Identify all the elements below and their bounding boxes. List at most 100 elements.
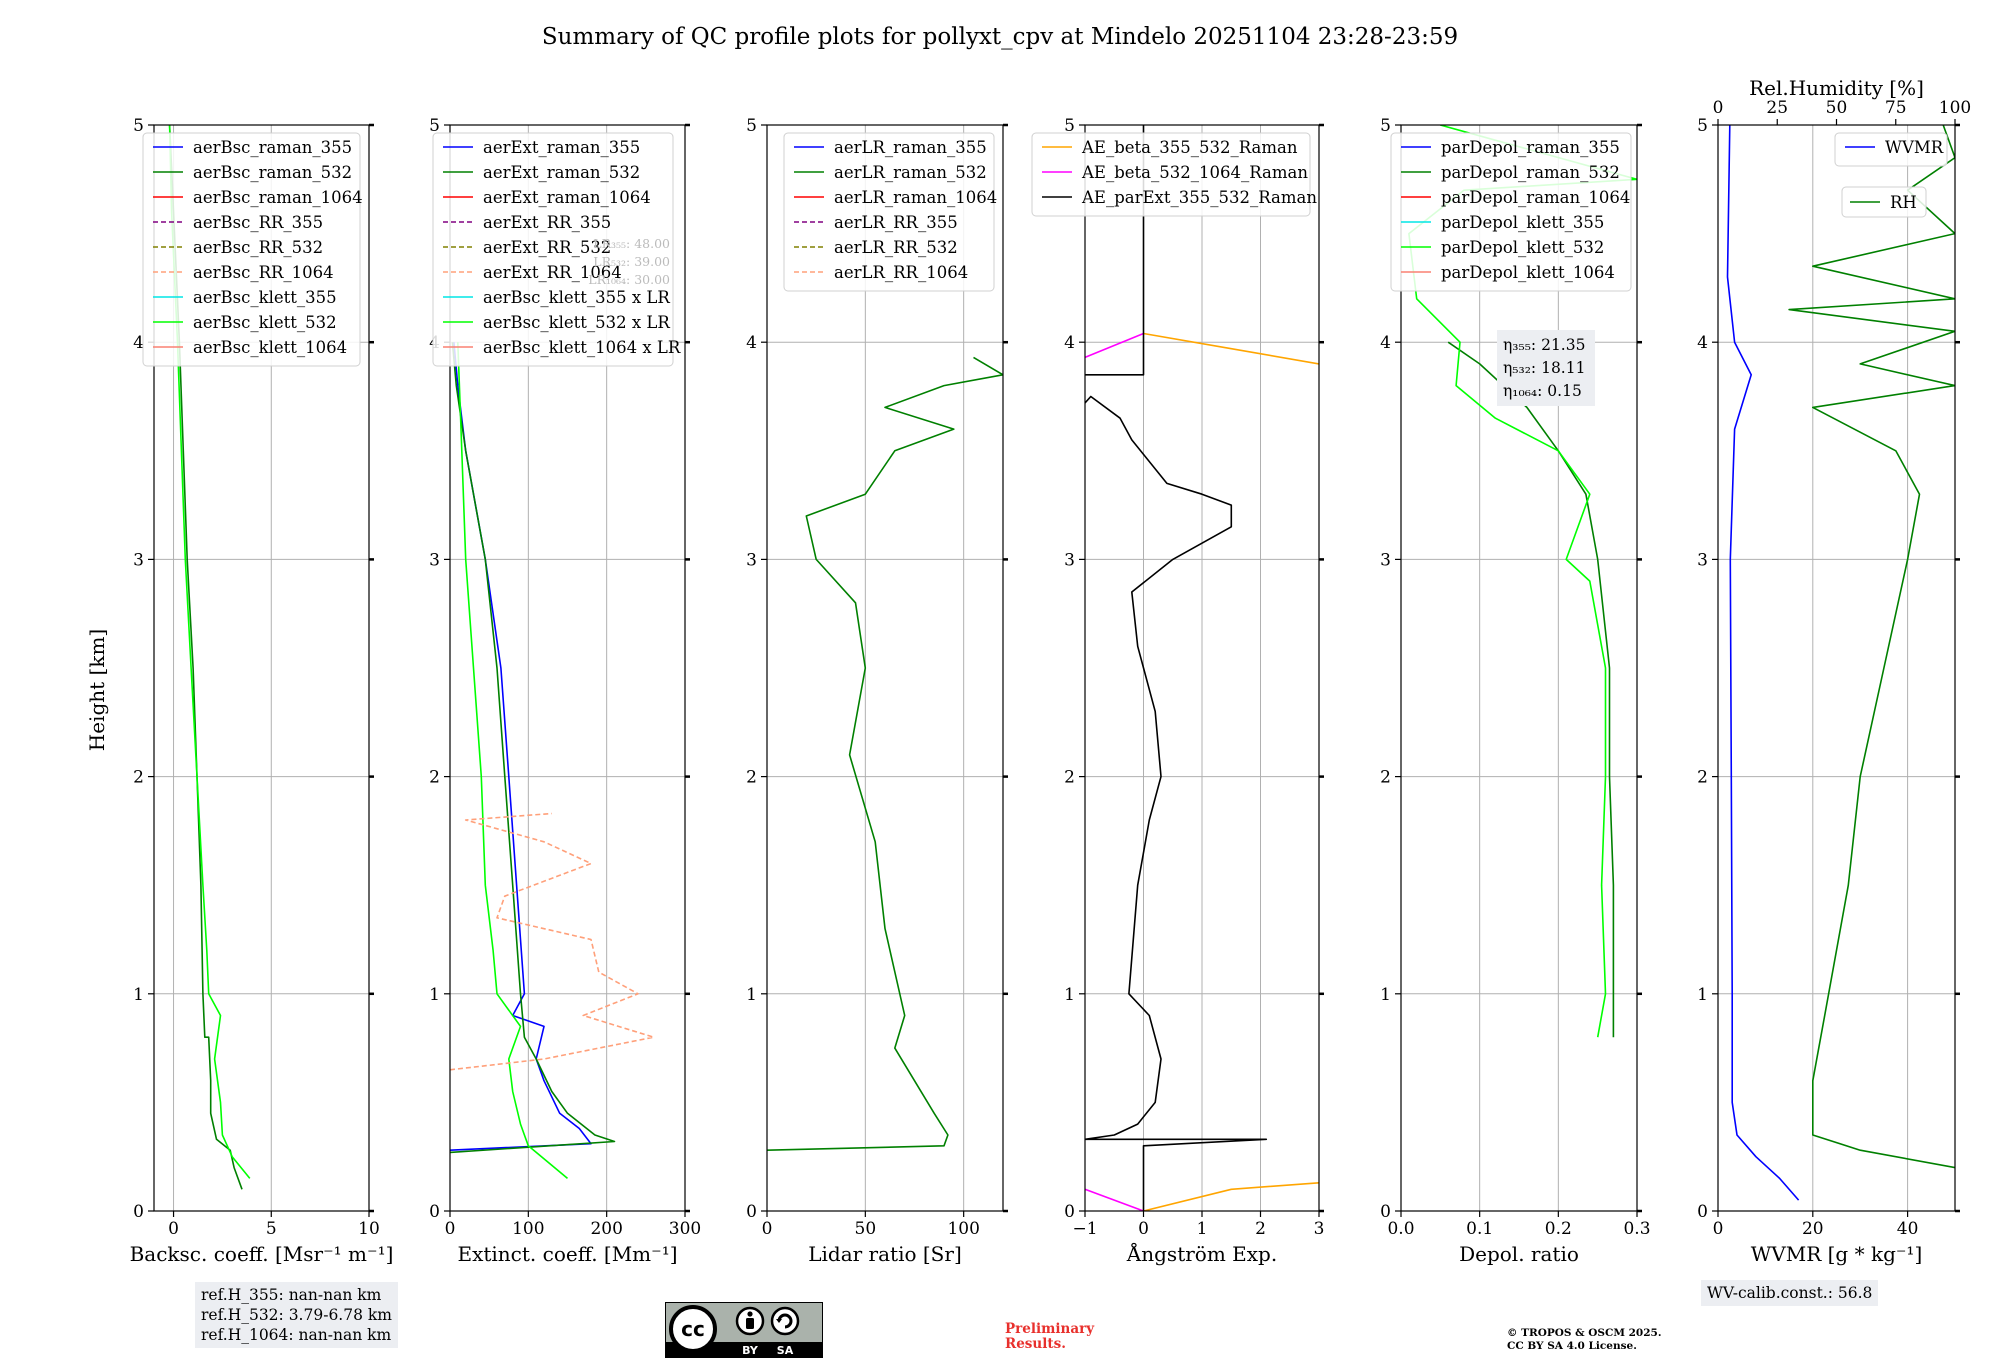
preliminary-note: Preliminary Results.	[1005, 1322, 1094, 1352]
legend-entry: aerBsc_klett_1064	[193, 338, 347, 357]
xtick-label: 50	[855, 1219, 877, 1239]
ytick-label: 4	[133, 333, 144, 353]
legend-box	[142, 132, 361, 367]
legend-entry: aerBsc_klett_355	[193, 288, 337, 307]
legend-entry: AE_beta_355_532_Raman	[1081, 138, 1298, 157]
ytick-label: 1	[133, 985, 144, 1005]
x-axis-label: Lidar ratio [Sr]	[808, 1242, 962, 1266]
legend-box	[1834, 132, 1948, 167]
legend-entry: aerBsc_raman_1064	[193, 188, 363, 207]
legend-entry: parDepol_klett_532	[1441, 238, 1604, 257]
series-line-aerbsc-klett-532	[168, 125, 251, 1179]
series-line-ae-beta-532-1064-raman	[1085, 332, 1144, 359]
ytick-label: 3	[429, 550, 440, 570]
preliminary-line-2: Results.	[1005, 1336, 1066, 1352]
series-group	[1726, 125, 1955, 1201]
legend-entry: aerLR_raman_1064	[834, 188, 997, 207]
legend-entry: parDepol_klett_1064	[1441, 263, 1615, 282]
top-xtick-label: 100	[1939, 98, 1971, 118]
legend-entry: parDepol_raman_532	[1441, 163, 1620, 182]
lidar-ratio-annotation: LR₃₅₅: 48.00	[593, 236, 670, 251]
legend-box	[1390, 132, 1632, 292]
series-group	[450, 342, 655, 1180]
legend-entry: aerBsc_klett_532	[193, 313, 337, 332]
legend-box	[783, 132, 995, 292]
axes-frame	[1400, 124, 1638, 1212]
height-axis-label: Height [km]	[85, 629, 109, 751]
wv-calibration-box: WV-calib.const.: 56.8	[1701, 1280, 1879, 1306]
xtick-label: 3	[1314, 1219, 1325, 1239]
lidar-ratio-annotation: LR₁₀₆₄: 30.00	[588, 272, 670, 287]
legend-entry: parDepol_raman_355	[1441, 138, 1620, 157]
series-line-aerlr-raman-532	[767, 356, 1003, 1151]
ytick-label: 2	[746, 768, 757, 788]
top-xtick-label: 0	[1713, 98, 1724, 118]
legend: AE_beta_355_532_Raman AE_beta_532_1064_Ra…	[1031, 132, 1317, 217]
legend-entry: aerBsc_raman_532	[193, 163, 352, 182]
xtick-label: 0	[1138, 1219, 1149, 1239]
legend-entry: aerBsc_klett_1064 x LR	[483, 338, 681, 357]
legend-entry: aerLR_raman_355	[834, 138, 987, 157]
legend-entry: parDepol_klett_355	[1441, 213, 1604, 232]
series-group	[767, 356, 1003, 1151]
legend-entry: aerBsc_klett_532 x LR	[483, 313, 670, 332]
xtick-label: 10	[358, 1219, 380, 1239]
series-line-ae-beta-355-532-raman	[1143, 332, 1319, 365]
ytick-label: 0	[746, 1202, 757, 1222]
x-axis-label: Ångström Exp.	[1126, 1241, 1277, 1266]
xtick-label: 100	[947, 1219, 979, 1239]
ytick-label: 3	[133, 550, 144, 570]
top-xtick-label: 75	[1885, 98, 1907, 118]
ytick-label: 0	[133, 1202, 144, 1222]
legend-entry: aerExt_RR_1064	[483, 263, 622, 282]
ytick-label: 5	[1697, 116, 1708, 136]
legend-entry: aerExt_raman_1064	[483, 188, 651, 207]
top-xtick-label: 50	[1826, 98, 1848, 118]
sa-sharealike-icon	[770, 1306, 800, 1336]
series-line-aerext-raman-355	[450, 342, 592, 1151]
series-line-rh	[1788, 125, 1955, 1169]
copyright-line-2: CC BY SA 4.0 License.	[1507, 1340, 1637, 1352]
ytick-label: 2	[1064, 768, 1075, 788]
ytick-label: 0	[429, 1202, 440, 1222]
ytick-label: 3	[746, 550, 757, 570]
legend-entry: aerBsc_raman_355	[193, 138, 352, 157]
panel-ext: 0123450100200300Extinct. coeff. [Mm⁻¹]ae…	[429, 116, 701, 1266]
legend-entry: aerBsc_RR_355	[193, 213, 323, 232]
ytick-label: 0	[1697, 1202, 1708, 1222]
legend: WVMR RH	[1834, 132, 1948, 218]
ytick-label: 1	[1697, 985, 1708, 1005]
legend-entry: aerBsc_RR_1064	[193, 263, 334, 282]
legend-box	[432, 132, 674, 367]
series-group	[168, 125, 251, 1190]
ytick-label: 1	[1064, 985, 1075, 1005]
series-line-wvmr	[1726, 125, 1800, 1201]
eta-box	[1497, 330, 1595, 406]
legend-entry: aerBsc_RR_532	[193, 238, 323, 257]
ytick-label: 3	[1697, 550, 1708, 570]
series-line-ae-beta-355-532-raman	[1143, 1182, 1319, 1211]
ytick-label: 5	[1064, 116, 1075, 136]
xtick-label: 200	[590, 1219, 622, 1239]
legend-entry: aerLR_RR_532	[834, 238, 958, 257]
legend: aerLR_raman_355 aerLR_raman_532 aerLR_rama…	[783, 132, 997, 292]
xtick-label: 0.0	[1387, 1219, 1414, 1239]
ytick-label: 4	[1380, 333, 1391, 353]
x-axis-label: Backsc. coeff. [Msr⁻¹ m⁻¹]	[130, 1242, 394, 1266]
ref-height-355: ref.H_355: nan-nan km	[201, 1286, 382, 1304]
legend-entry: aerBsc_klett_355 x LR	[483, 288, 670, 307]
legend-entry: aerExt_RR_532	[483, 238, 611, 257]
legend-box	[1031, 132, 1311, 217]
xtick-label: 20	[1802, 1219, 1824, 1239]
ytick-label: 1	[746, 985, 757, 1005]
preliminary-line-1: Preliminary	[1005, 1321, 1095, 1337]
legend-entry: aerExt_raman_532	[483, 163, 640, 182]
top-axis-label: Rel.Humidity [%]	[1749, 76, 1924, 100]
x-axis-label: WVMR [g * kg⁻¹]	[1751, 1242, 1923, 1266]
legend-entry: parDepol_raman_1064	[1441, 188, 1630, 207]
x-axis-label: Depol. ratio	[1459, 1242, 1579, 1266]
ytick-label: 5	[429, 116, 440, 136]
